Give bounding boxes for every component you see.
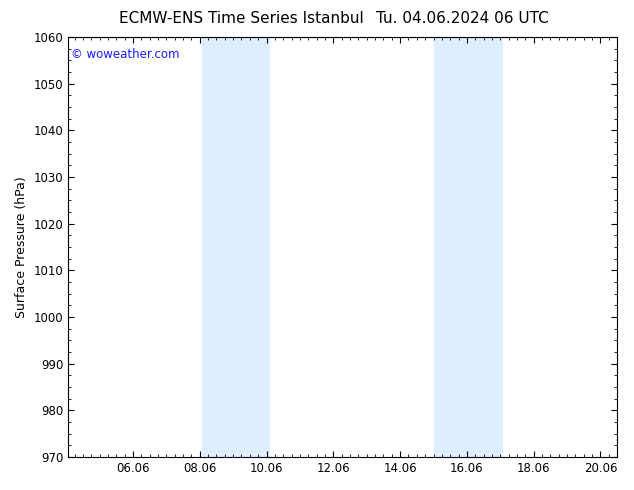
Bar xyxy=(202,37,269,457)
Text: Tu. 04.06.2024 06 UTC: Tu. 04.06.2024 06 UTC xyxy=(377,11,549,26)
Y-axis label: Surface Pressure (hPa): Surface Pressure (hPa) xyxy=(15,176,28,318)
Text: ECMW-ENS Time Series Istanbul: ECMW-ENS Time Series Istanbul xyxy=(119,11,363,26)
Text: © woweather.com: © woweather.com xyxy=(71,48,179,61)
Bar xyxy=(434,37,502,457)
